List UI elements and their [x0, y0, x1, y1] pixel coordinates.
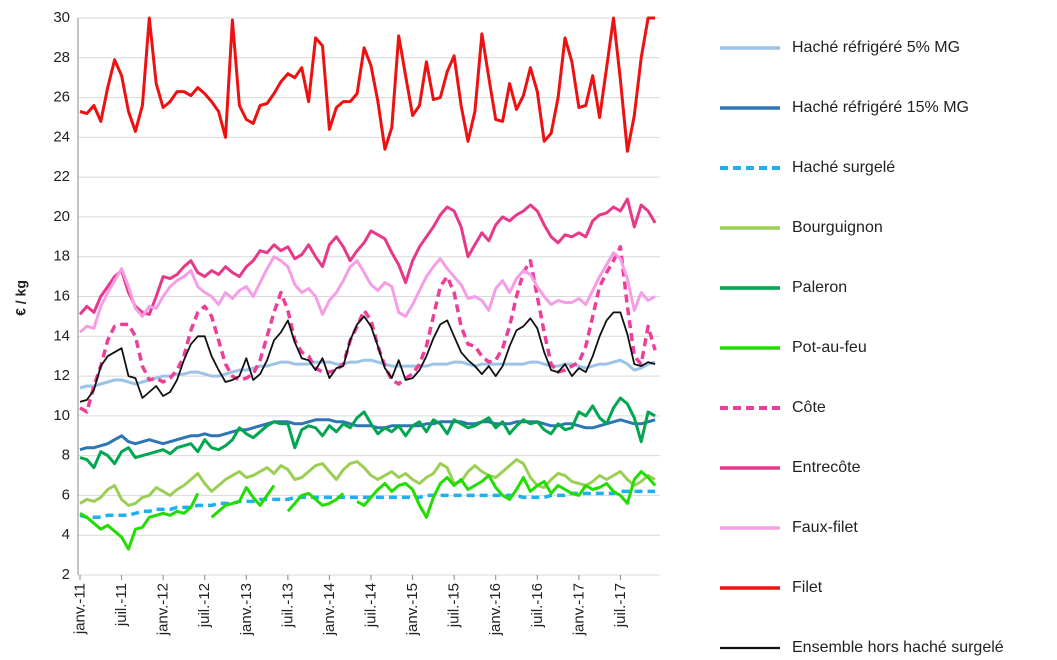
legend-label: Filet — [792, 579, 823, 596]
series-line — [79, 16, 656, 153]
y-tick-label: 30 — [53, 9, 70, 26]
y-tick-label: 2 — [62, 566, 70, 583]
y-tick-label: 24 — [53, 128, 70, 145]
y-tick-label: 6 — [62, 486, 70, 503]
series-line — [79, 358, 656, 390]
y-tick-label: 20 — [53, 208, 70, 225]
plot-area — [78, 16, 657, 551]
y-tick-label: 8 — [62, 447, 70, 464]
series-line — [79, 418, 656, 452]
y-tick-label: 12 — [53, 367, 70, 384]
y-tick-label: 10 — [53, 407, 70, 424]
legend-label: Ensemble hors haché surgelé — [792, 639, 1004, 656]
series-line — [79, 396, 656, 470]
x-tick-label: janv.-16 — [487, 583, 504, 636]
series-line — [79, 489, 656, 520]
x-tick-label: juil.-14 — [363, 583, 380, 628]
y-tick-label: 4 — [62, 526, 70, 543]
x-tick-label: juil.-11 — [113, 583, 130, 627]
x-tick-label: janv.-14 — [321, 583, 338, 636]
y-tick-label: 28 — [53, 49, 70, 66]
x-tick-label: juil.-13 — [279, 583, 296, 628]
legend-label: Haché réfrigéré 15% MG — [792, 99, 969, 116]
y-tick-label: 18 — [53, 248, 70, 265]
x-tick-label: juil.-12 — [196, 583, 213, 628]
legend-label: Entrecôte — [792, 459, 861, 476]
y-axis-label: € / kg — [13, 280, 29, 316]
legend-label: Haché réfrigéré 5% MG — [792, 39, 960, 56]
legend-label: Paleron — [792, 279, 847, 296]
legend-label: Bourguignon — [792, 219, 883, 236]
x-tick-label: juil.-17 — [612, 583, 629, 628]
x-tick-label: janv.-12 — [155, 583, 172, 636]
series-line — [79, 311, 656, 403]
x-tick-label: janv.-13 — [238, 583, 255, 636]
legend-label: Haché surgelé — [792, 159, 895, 176]
series-line — [79, 470, 657, 551]
y-tick-label: 16 — [53, 287, 70, 304]
x-tick-label: juil.-15 — [446, 583, 463, 628]
x-tick-label: janv.-11 — [72, 583, 89, 635]
y-tick-label: 14 — [53, 327, 70, 344]
legend-label: Pot-au-feu — [792, 339, 867, 356]
series-line — [78, 197, 657, 316]
y-tick-label: 26 — [53, 89, 70, 106]
x-tick-label: janv.-17 — [570, 583, 587, 636]
x-tick-label: janv.-15 — [404, 583, 421, 636]
series-line — [79, 458, 656, 507]
series-line — [79, 251, 656, 334]
legend-label: Faux-filet — [792, 519, 858, 536]
series-line — [79, 245, 657, 414]
x-tick-label: juil.-16 — [529, 583, 546, 628]
y-tick-label: 22 — [53, 168, 70, 185]
legend-label: Côte — [792, 399, 826, 416]
